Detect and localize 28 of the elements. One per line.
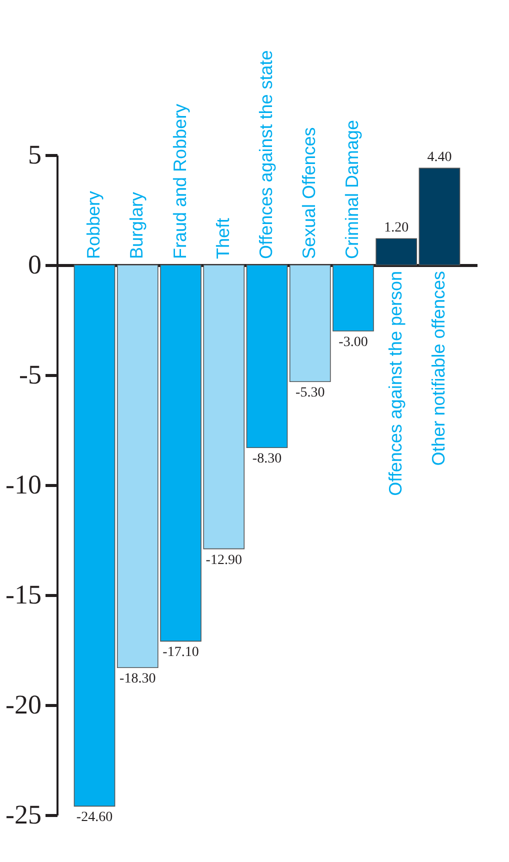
data-label: -24.60 (76, 810, 113, 826)
y-tick-label: 0 (28, 250, 42, 280)
y-tick-label: -5 (19, 360, 42, 390)
data-label: -8.30 (252, 452, 282, 467)
data-label: -17.10 (162, 645, 199, 660)
data-label: -18.30 (120, 672, 156, 687)
x-tick-label: Offences against the state (256, 50, 276, 259)
x-tick-label: Theft (212, 218, 233, 259)
data-label: -12.90 (206, 552, 242, 568)
bar (246, 264, 288, 448)
y-tick-label: -20 (6, 690, 42, 720)
x-tick-label: Fraud and Robbery (170, 104, 190, 259)
data-label: -5.30 (296, 386, 325, 401)
x-tick-label: Sexual Offences (299, 127, 320, 259)
x-tick-label: Robbery (84, 190, 104, 259)
y-tick-label: 5 (28, 140, 42, 170)
bar (74, 264, 116, 807)
y-tick-label: -10 (6, 470, 42, 500)
x-tick-label: Burglary (126, 192, 147, 259)
bar (418, 168, 460, 266)
data-label: 4.40 (427, 150, 452, 166)
data-label: 1.20 (384, 220, 409, 236)
x-tick-label: Criminal Damage (342, 120, 362, 259)
x-tick-label: Other notifiable offences (428, 271, 448, 466)
y-tick-label: -25 (6, 800, 42, 830)
data-label: -3.00 (338, 335, 368, 350)
x-tick-label: Offences against the person (385, 271, 406, 496)
y-tick-label: -15 (6, 580, 42, 610)
